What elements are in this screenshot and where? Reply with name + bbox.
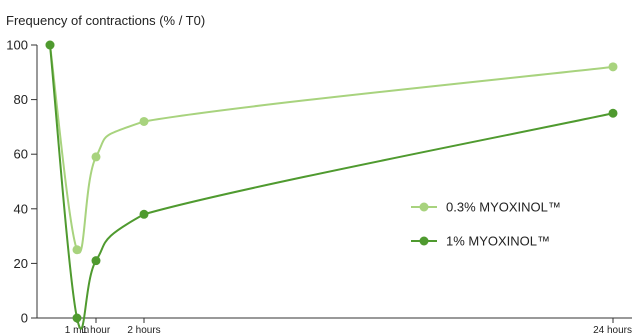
legend-item-1: 0.3% MYOXINOL™ [411, 200, 561, 215]
y-tick-label: 80 [14, 92, 28, 107]
data-point [139, 209, 149, 219]
data-point [608, 108, 618, 118]
y-tick-label: 40 [14, 201, 28, 216]
legend-label: 0.3% MYOXINOL™ [446, 200, 561, 215]
data-point [72, 245, 82, 255]
series-line [49, 44, 614, 254]
y-axis-label: Frequency of contractions (% / T0) [6, 13, 205, 28]
legend-marker [419, 202, 429, 212]
x-tick-label: 2 hours [127, 325, 160, 336]
x-tick-label: 24 hours [593, 325, 632, 336]
legend-label: 1% MYOXINOL™ [446, 234, 550, 249]
data-point [91, 256, 101, 266]
x-tick-label: 1 hour [82, 325, 111, 336]
y-tick-label: 0 [21, 311, 28, 326]
y-ticks: 0 20 40 60 80 100 [6, 38, 37, 326]
data-point [72, 313, 82, 323]
data-point [139, 116, 149, 126]
y-tick-label: 100 [6, 38, 28, 53]
legend-marker [419, 236, 429, 246]
series-group [45, 40, 618, 330]
axes: Frequency of contractions (% / T0) [6, 13, 632, 319]
legend-item-2: 1% MYOXINOL™ [411, 234, 550, 249]
data-point [45, 40, 55, 50]
y-tick-label: 60 [14, 147, 28, 162]
y-tick-label: 20 [14, 256, 28, 271]
series-2 [45, 40, 618, 330]
data-point [608, 62, 618, 72]
data-point [91, 152, 101, 162]
legend: 0.3% MYOXINOL™ 1% MYOXINOL™ [411, 200, 561, 249]
series-line [49, 44, 614, 330]
x-tick-label: 1 min [65, 325, 89, 336]
